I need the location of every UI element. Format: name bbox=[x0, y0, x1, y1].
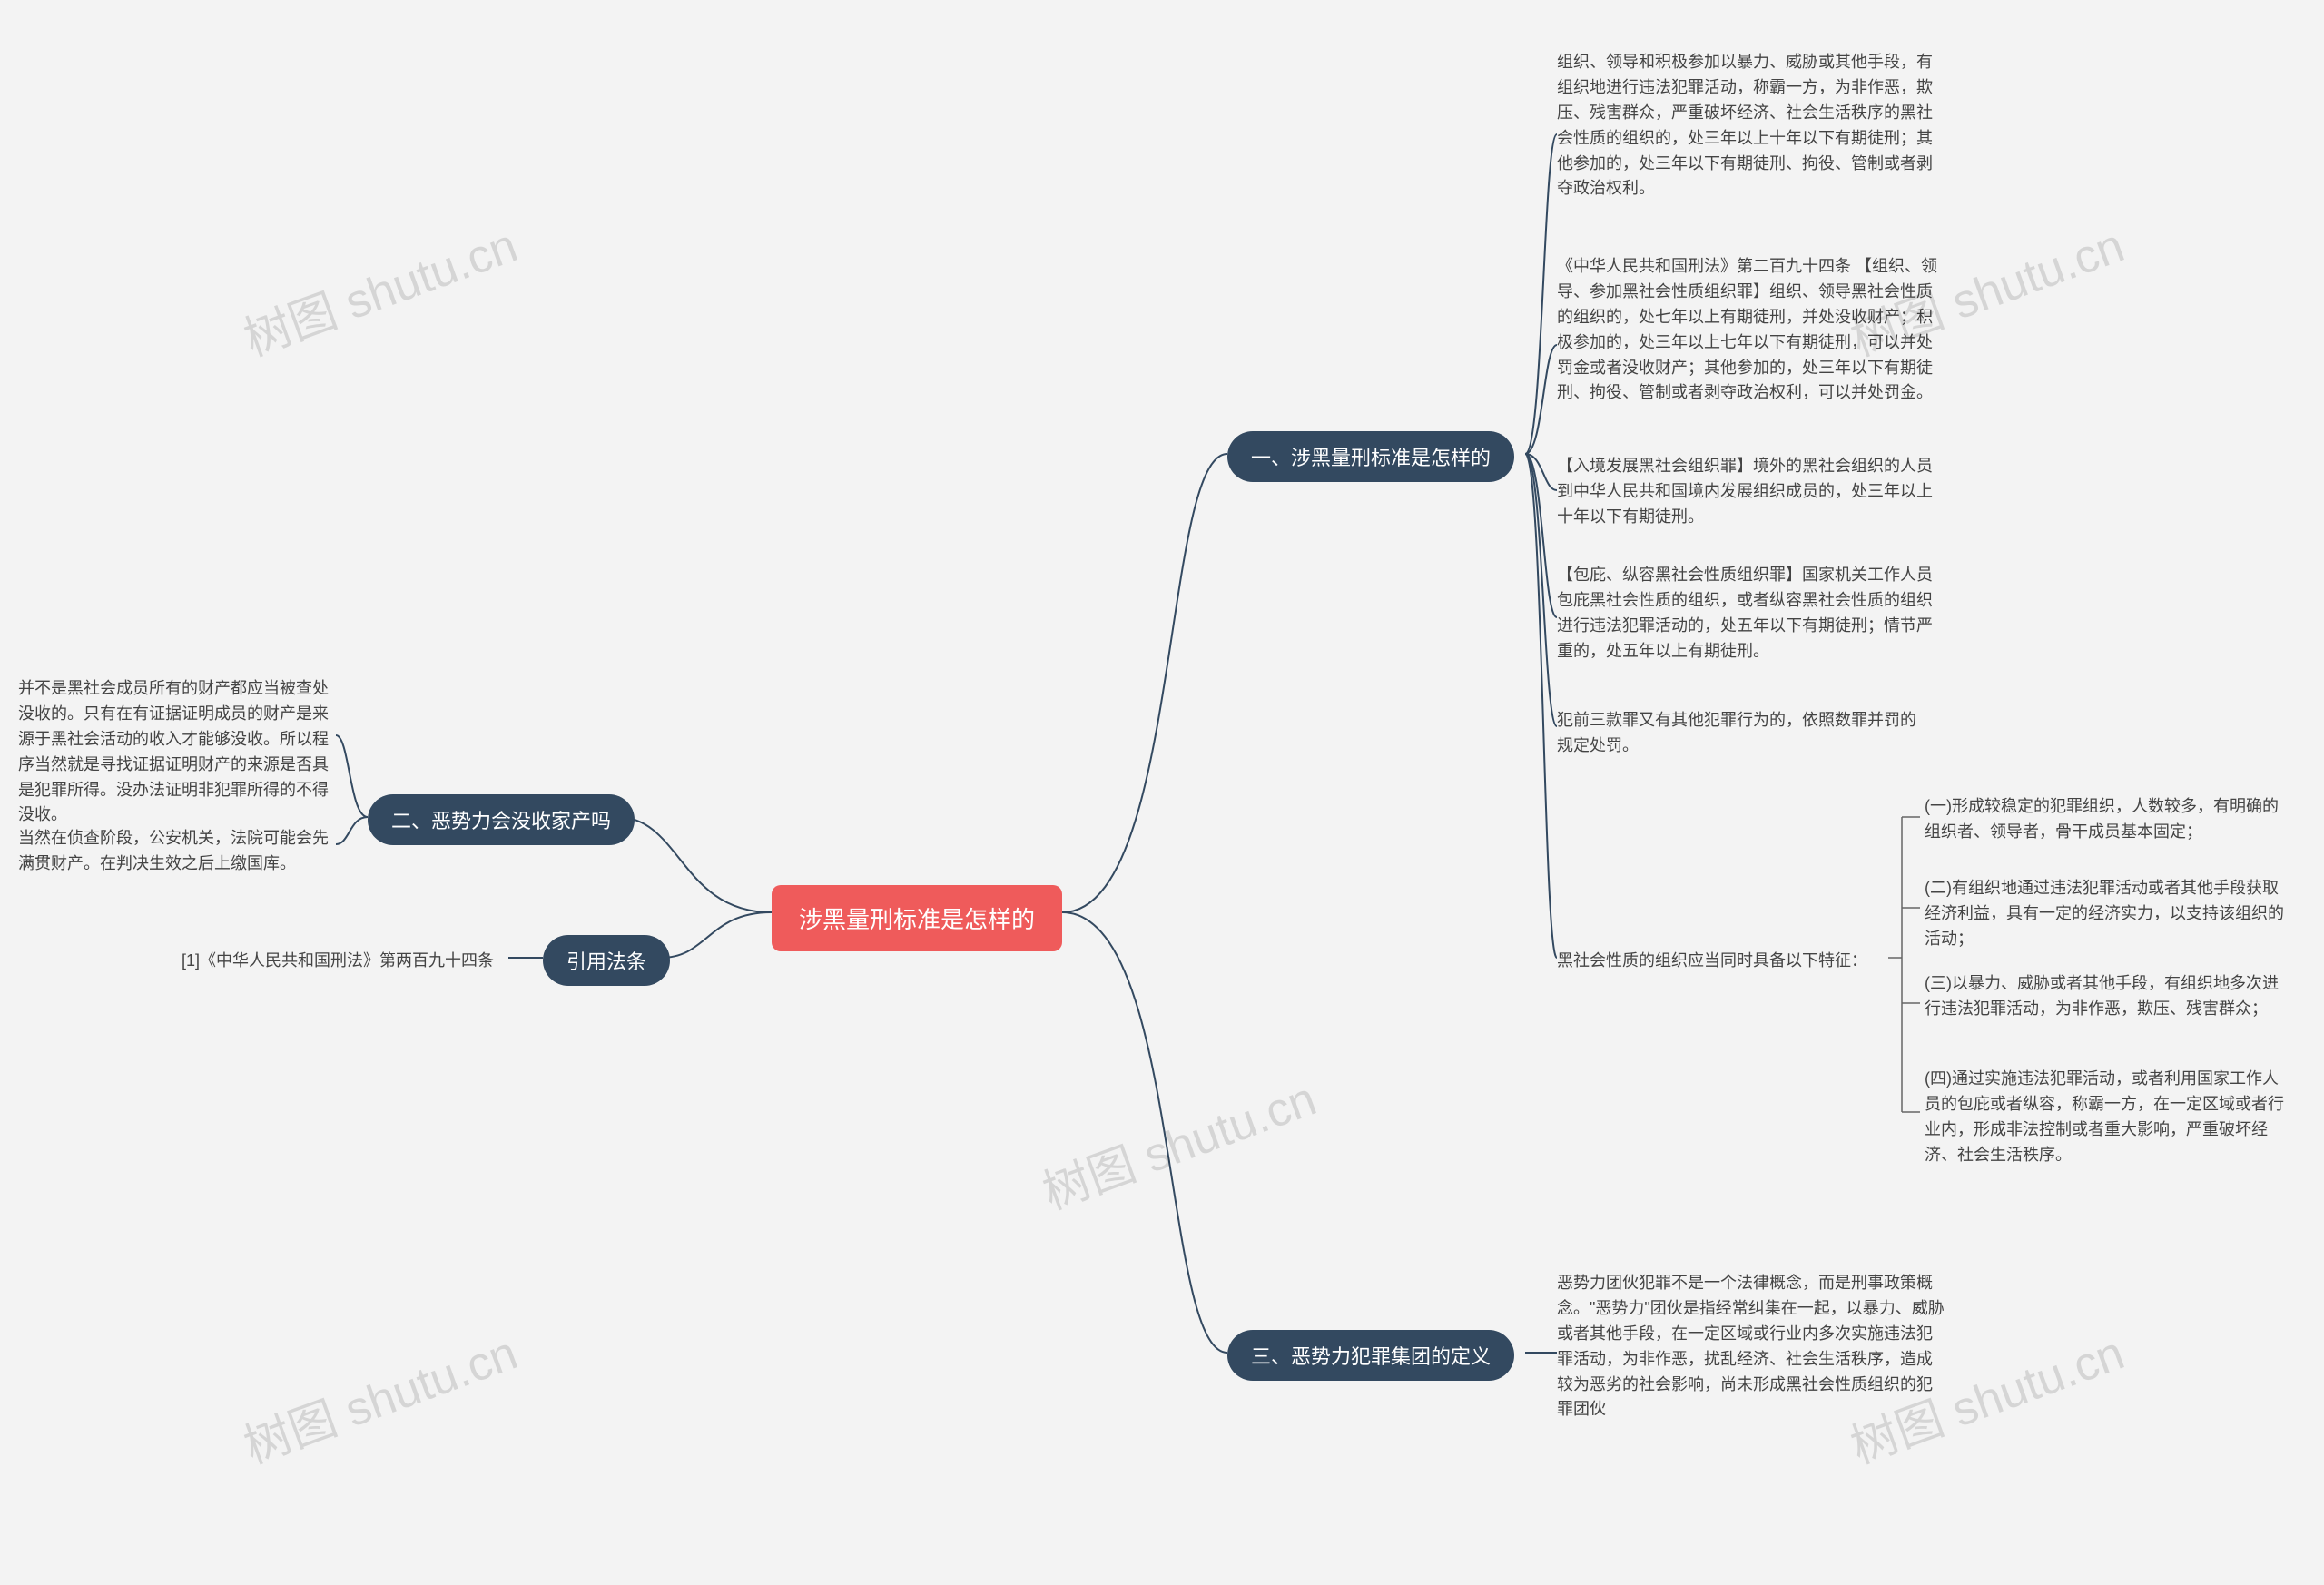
ref-child-1: [1]《中华人民共和国刑法》第两百九十四条 bbox=[182, 949, 494, 974]
branch-1[interactable]: 一、涉黑量刑标准是怎样的 bbox=[1227, 431, 1514, 482]
b1-child-5: 犯前三款罪又有其他犯罪行为的，依照数罪并罚的规定处罚。 bbox=[1557, 708, 1920, 759]
b1-child-4: 【包庇、纵容黑社会性质组织罪】国家机关工作人员包庇黑社会性质的组织，或者纵容黑社… bbox=[1557, 563, 1947, 665]
b1-child-6: 黑社会性质的组织应当同时具备以下特征： bbox=[1557, 949, 1867, 974]
b1-c6-sub-b: (二)有组织地通过违法犯罪活动或者其他手段获取经济利益，具有一定的经济实力，以支… bbox=[1925, 876, 2288, 952]
b2-child-1: 并不是黑社会成员所有的财产都应当被查处没收的。只有在有证据证明成员的财产是来源于… bbox=[18, 676, 336, 828]
connector-layer bbox=[0, 0, 2324, 1585]
b1-c6-sub-a: (一)形成较稳定的犯罪组织，人数较多，有明确的组织者、领导者，骨干成员基本固定； bbox=[1925, 794, 2288, 845]
branch-2[interactable]: 二、恶势力会没收家产吗 bbox=[368, 794, 635, 845]
b1-c6-sub-d: (四)通过实施违法犯罪活动，或者利用国家工作人员的包庇或者纵容，称霸一方，在一定… bbox=[1925, 1067, 2288, 1168]
b1-child-1: 组织、领导和积极参加以暴力、威胁或其他手段，有组织地进行违法犯罪活动，称霸一方，… bbox=[1557, 50, 1947, 202]
branch-ref[interactable]: 引用法条 bbox=[543, 935, 670, 986]
watermark-5: 树图 shutu.cn bbox=[1032, 1060, 1324, 1222]
b1-c6-sub-c: (三)以暴力、威胁或者其他手段，有组织地多次进行违法犯罪活动，为非作恶，欺压、残… bbox=[1925, 971, 2288, 1022]
b1-child-2: 《中华人民共和国刑法》第二百九十四条 【组织、领导、参加黑社会性质组织罪】组织、… bbox=[1557, 254, 1947, 406]
root-node[interactable]: 涉黑量刑标准是怎样的 bbox=[772, 885, 1062, 951]
branch-3[interactable]: 三、恶势力犯罪集团的定义 bbox=[1227, 1330, 1514, 1381]
b1-child-3: 【入境发展黑社会组织罪】境外的黑社会组织的人员到中华人民共和国境内发展组织成员的… bbox=[1557, 454, 1947, 530]
watermark-3: 树图 shutu.cn bbox=[233, 1314, 526, 1476]
b2-child-2: 当然在侦查阶段，公安机关，法院可能会先满贯财产。在判决生效之后上缴国库。 bbox=[18, 826, 336, 877]
b3-child-1: 恶势力团伙犯罪不是一个法律概念，而是刑事政策概念。"恶势力"团伙是指经常纠集在一… bbox=[1557, 1271, 1947, 1423]
watermark-1: 树图 shutu.cn bbox=[233, 207, 526, 369]
